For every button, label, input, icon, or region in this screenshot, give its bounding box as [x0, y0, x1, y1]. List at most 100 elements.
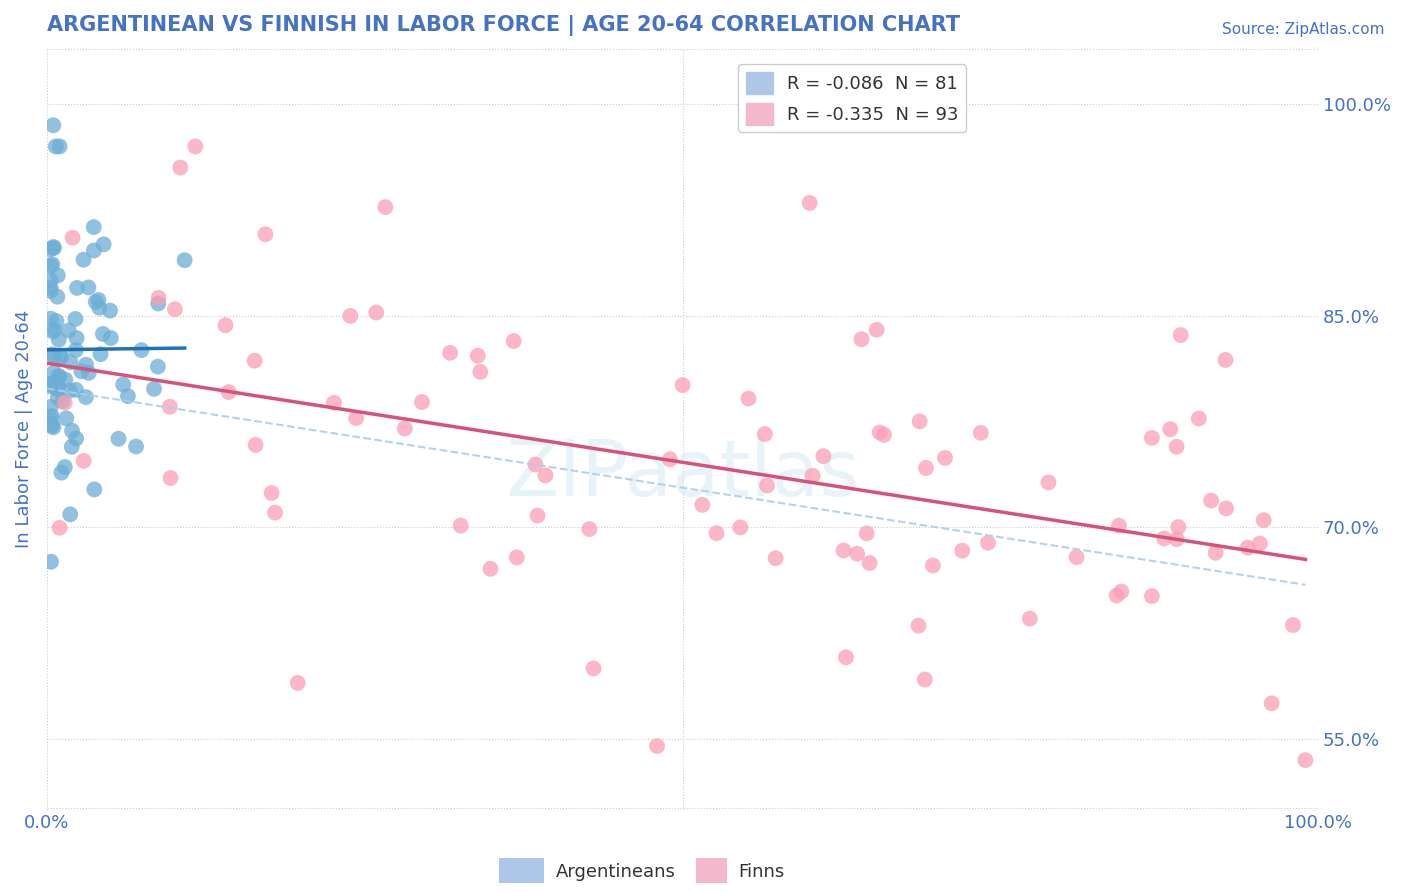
Point	[582, 661, 605, 675]
Point	[908, 414, 931, 428]
Point	[65, 432, 87, 446]
Point	[62, 231, 84, 245]
Point	[39, 379, 62, 393]
Point	[45, 139, 67, 153]
FancyBboxPatch shape	[689, 852, 734, 889]
Point	[184, 139, 207, 153]
Point	[260, 486, 283, 500]
Point	[148, 296, 170, 310]
Point	[1260, 696, 1282, 710]
Point	[801, 468, 824, 483]
Point	[970, 425, 993, 440]
Point	[87, 293, 110, 307]
Point	[42, 240, 65, 254]
Point	[117, 389, 139, 403]
Point	[42, 325, 65, 339]
Point	[98, 303, 121, 318]
Point	[1170, 328, 1192, 343]
Point	[1199, 493, 1222, 508]
Point	[107, 432, 129, 446]
Point	[59, 508, 82, 522]
Point	[855, 526, 877, 541]
Point	[914, 673, 936, 687]
Point	[60, 424, 83, 438]
Point	[1140, 589, 1163, 603]
Text: ARGENTINEAN VS FINNISH IN LABOR FORCE | AGE 20-64 CORRELATION CHART: ARGENTINEAN VS FINNISH IN LABOR FORCE | …	[46, 15, 960, 36]
Point	[866, 323, 889, 337]
Point	[1188, 411, 1211, 425]
Point	[411, 395, 433, 409]
Point	[470, 365, 492, 379]
Point	[1018, 611, 1040, 625]
Point	[672, 378, 695, 392]
Point	[39, 259, 62, 273]
Point	[84, 295, 107, 310]
Point	[42, 420, 65, 434]
Point	[977, 535, 1000, 549]
Point	[218, 385, 240, 400]
Point	[46, 382, 69, 396]
Point	[131, 343, 153, 358]
Point	[934, 450, 956, 465]
Point	[1108, 518, 1130, 533]
Point	[765, 551, 787, 566]
Point	[39, 400, 62, 414]
Point	[1166, 532, 1188, 546]
Point	[48, 369, 70, 384]
Point	[578, 522, 600, 536]
Point	[344, 411, 367, 425]
Point	[450, 518, 472, 533]
Point	[366, 305, 388, 319]
Point	[112, 377, 135, 392]
FancyBboxPatch shape	[488, 852, 555, 889]
Point	[737, 392, 759, 406]
Point	[859, 556, 882, 570]
Point	[1038, 475, 1060, 490]
Point	[65, 343, 87, 357]
Point	[502, 334, 524, 348]
Point	[1066, 550, 1088, 565]
Point	[659, 452, 682, 467]
Point	[873, 428, 896, 442]
Point	[467, 349, 489, 363]
Legend: R = -0.086  N = 81, R = -0.335  N = 93: R = -0.086 N = 81, R = -0.335 N = 93	[738, 64, 966, 132]
Point	[851, 332, 873, 346]
Point	[49, 349, 72, 363]
Point	[48, 521, 70, 535]
Point	[146, 359, 169, 374]
Point	[148, 291, 170, 305]
Point	[73, 454, 96, 468]
Point	[53, 373, 76, 387]
Point	[53, 396, 76, 410]
Point	[41, 347, 63, 361]
Point	[100, 331, 122, 345]
Point	[915, 461, 938, 475]
Point	[846, 547, 869, 561]
Point	[48, 380, 70, 394]
Point	[159, 471, 181, 485]
Point	[1153, 532, 1175, 546]
Point	[39, 555, 62, 569]
Point	[214, 318, 236, 333]
Point	[48, 333, 70, 347]
Point	[754, 427, 776, 442]
Point	[42, 366, 65, 380]
Point	[125, 440, 148, 454]
Point	[1253, 513, 1275, 527]
Point	[439, 346, 461, 360]
Point	[159, 400, 181, 414]
Point	[65, 312, 87, 326]
Point	[45, 314, 67, 328]
Point	[41, 257, 63, 271]
Point	[59, 384, 82, 398]
Point	[91, 326, 114, 341]
Point	[75, 358, 97, 372]
Point	[323, 396, 346, 410]
Point	[813, 449, 835, 463]
Point	[89, 301, 111, 315]
Point	[799, 195, 821, 210]
Point	[49, 350, 72, 364]
Point	[1105, 589, 1128, 603]
Point	[143, 382, 166, 396]
Point	[53, 460, 76, 475]
